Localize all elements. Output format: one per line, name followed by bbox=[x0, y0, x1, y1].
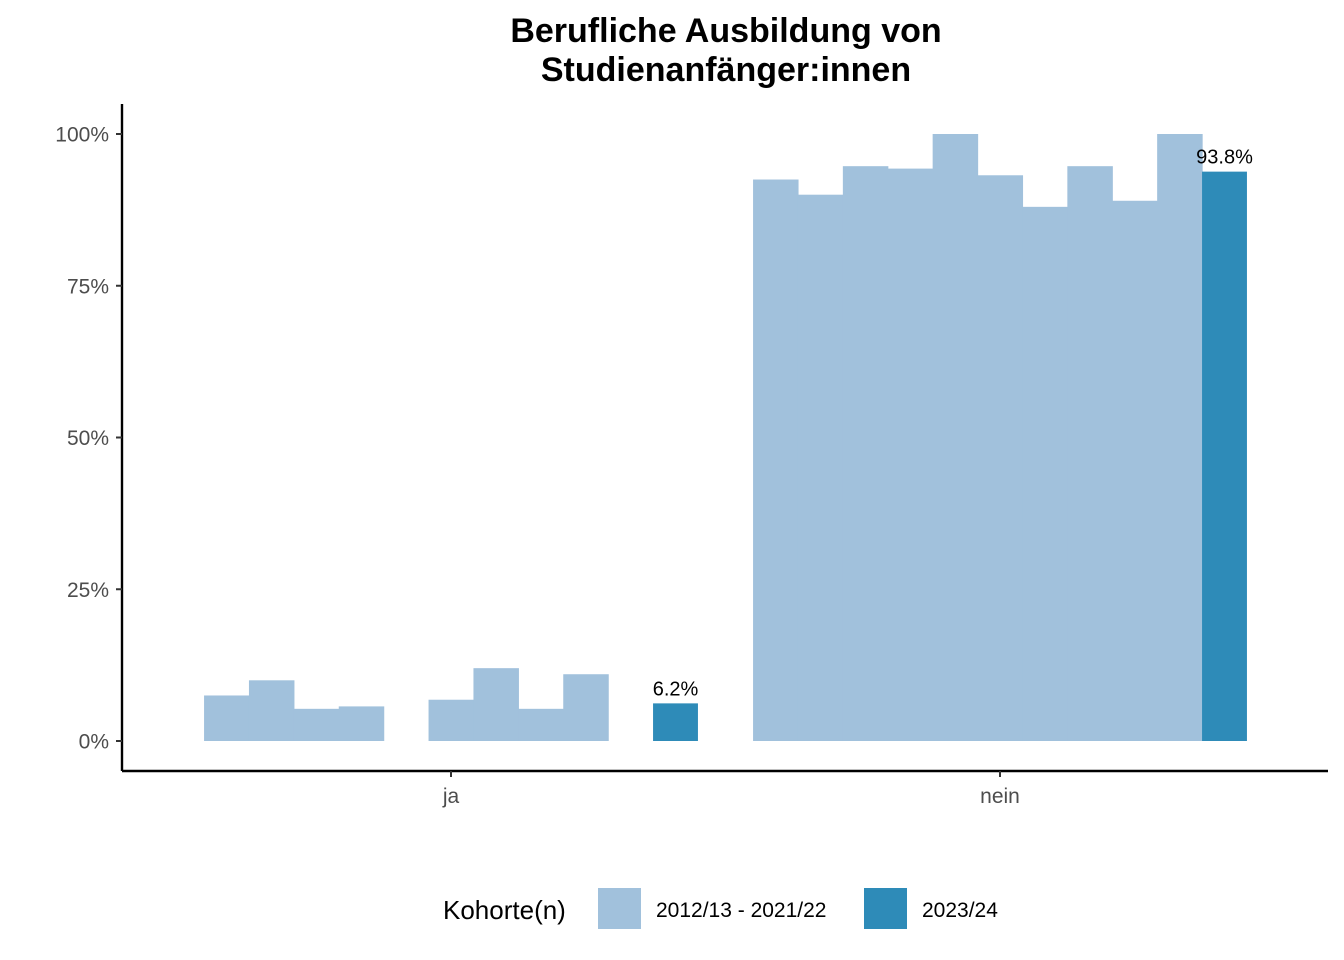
bar-ja-cohort-8 bbox=[518, 708, 564, 741]
bar-nein-cohort-10 bbox=[1157, 134, 1203, 741]
y-tick-label: 25% bbox=[67, 579, 109, 602]
data-label-group: 6.2% 93.8% bbox=[653, 147, 1253, 701]
y-tick-label: 100% bbox=[55, 124, 109, 147]
data-label-nein: 93.8% bbox=[1196, 147, 1253, 169]
x-tick-label-ja: ja bbox=[442, 785, 460, 808]
bar-nein-cohort-6 bbox=[977, 175, 1024, 741]
y-tick-label: 75% bbox=[67, 275, 109, 298]
x-axis: ja nein bbox=[122, 769, 1328, 808]
x-tick-label-nein: nein bbox=[980, 785, 1020, 808]
y-tick-label: 0% bbox=[79, 731, 109, 754]
bar-nein-cohort-3 bbox=[842, 166, 889, 741]
y-axis: 0% 25% 50% 75% 100% bbox=[55, 104, 124, 771]
bar-ja-cohort-4 bbox=[338, 706, 385, 741]
bar-nein-cohort-9 bbox=[1112, 200, 1158, 741]
legend-title: Kohorte(n) bbox=[443, 895, 566, 925]
bar-nein-cohort-1 bbox=[753, 179, 799, 741]
bar-ja-cohort-3 bbox=[293, 708, 340, 741]
legend-swatch-2023-24 bbox=[864, 888, 907, 929]
bar-nein-2023-24 bbox=[1202, 171, 1247, 741]
bar-ja-cohort-2 bbox=[248, 680, 295, 741]
bar-nein-cohort-8 bbox=[1067, 166, 1113, 741]
data-label-ja: 6.2% bbox=[653, 678, 699, 700]
bar-group bbox=[204, 134, 1247, 742]
legend-swatch-2012-2022 bbox=[598, 888, 641, 929]
bar-ja-cohort-6 bbox=[428, 699, 475, 741]
bar-nein-cohort-4 bbox=[887, 168, 934, 741]
bar-nein-cohort-7 bbox=[1022, 206, 1068, 742]
legend-label-2023-24: 2023/24 bbox=[922, 899, 998, 922]
bar-ja-cohort-1 bbox=[204, 695, 250, 741]
chart-title-line-2: Studienanfänger:innen bbox=[541, 51, 911, 89]
bar-ja-cohort-7 bbox=[473, 668, 519, 741]
bar-ja-2023-24 bbox=[653, 703, 698, 741]
legend: Kohorte(n) 2012/13 - 2021/22 2023/24 bbox=[443, 888, 998, 929]
bar-nein-cohort-2 bbox=[797, 194, 844, 741]
y-tick-label: 50% bbox=[67, 427, 109, 450]
bar-ja-cohort-9 bbox=[563, 674, 609, 741]
chart-title-line-1: Berufliche Ausbildung von bbox=[510, 12, 941, 50]
bar-nein-cohort-5 bbox=[932, 134, 979, 741]
legend-label-2012-2022: 2012/13 - 2021/22 bbox=[656, 899, 826, 922]
